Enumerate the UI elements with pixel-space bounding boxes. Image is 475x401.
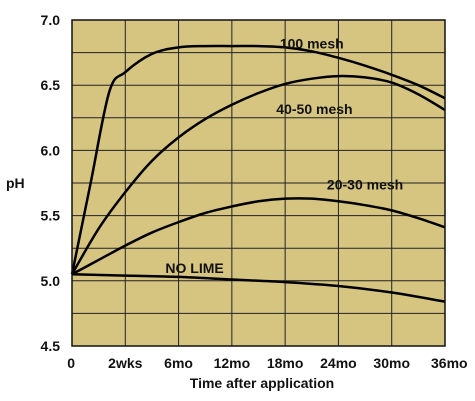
series-line-40-50-mesh [70,74,446,275]
x-tick-label: 36mo [431,355,468,371]
y-axis-label: pH [6,175,25,191]
series-label-40-50-mesh: 40-50 mesh [276,101,352,117]
series-line-100-mesh [70,44,446,275]
series-line-20-30-mesh [71,197,446,276]
y-tick-label: 6.5 [41,77,61,93]
series-label-no-lime: NO LIME [165,260,223,276]
series-labels: 100 mesh 40-50 mesh 20-30 mesh NO LIME [165,36,403,276]
x-axis-label: Time after application [190,375,334,391]
series-line-no-lime [71,273,446,303]
y-tick-labels: 4.5 5.0 5.5 6.0 6.5 7.0 [41,12,61,354]
x-tick-label: 24mo [320,355,357,371]
y-tick-label: 5.5 [41,208,61,224]
series-lines [70,44,446,303]
y-tick-label: 6.0 [41,142,61,158]
x-tick-label: 18mo [267,355,304,371]
plot-frame [71,19,446,347]
x-tick-label: 30mo [373,355,410,371]
x-tick-labels: 0 2wks 6mo 12mo 18mo 24mo 30mo 36mo [67,355,467,371]
x-tick-label: 2wks [108,355,142,371]
series-label-20-30-mesh: 20-30 mesh [327,177,403,193]
x-tick-label: 6mo [164,355,193,371]
y-tick-label: 7.0 [41,12,61,28]
x-tick-label: 0 [67,355,75,371]
x-tick-label: 12mo [214,355,251,371]
series-label-100-mesh: 100 mesh [280,36,344,52]
y-tick-label: 4.5 [41,338,61,354]
y-tick-label: 5.0 [41,273,61,289]
